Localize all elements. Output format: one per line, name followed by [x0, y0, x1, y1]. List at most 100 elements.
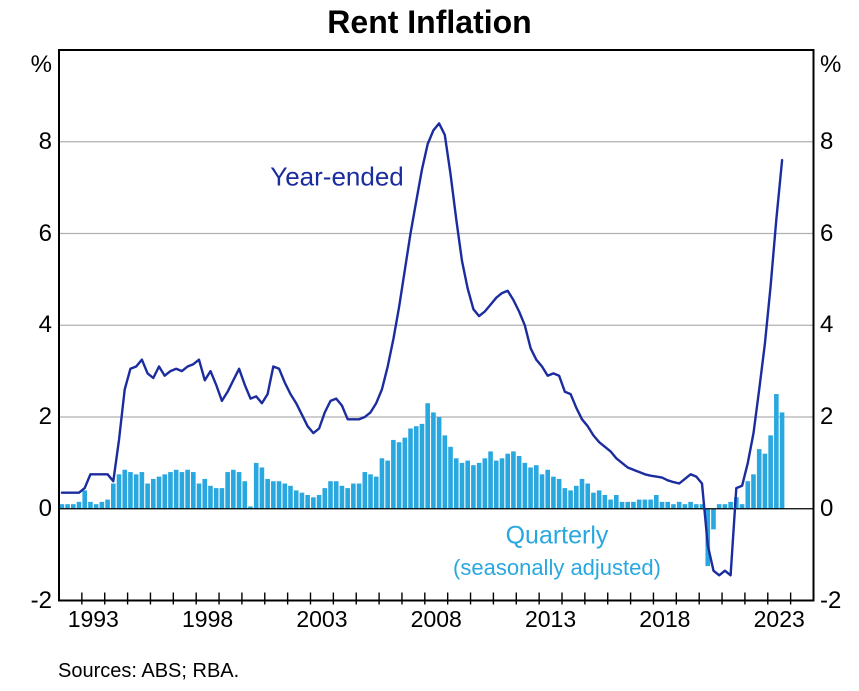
- y-axis-label-left: 6: [38, 219, 52, 247]
- quarterly-bar: [276, 481, 282, 509]
- quarterly-bar: [533, 465, 539, 509]
- quarterly-bar: [173, 469, 179, 509]
- quarterly-bar: [602, 494, 608, 509]
- quarterly-bar: [756, 449, 762, 509]
- quarterly-bar: [70, 504, 76, 509]
- quarterly-bar: [299, 492, 305, 509]
- x-axis-label: 1998: [182, 606, 234, 632]
- y-axis-label-right: -2: [820, 586, 842, 614]
- quarterly-bar: [779, 412, 785, 509]
- quarterly-bar: [305, 494, 310, 509]
- quarterly-bar: [585, 483, 591, 509]
- quarterly-bar: [688, 501, 693, 509]
- quarterly-bar: [654, 494, 659, 509]
- quarterly-bar: [453, 458, 459, 509]
- quarterly-bar: [579, 478, 585, 509]
- quarterly-bar: [282, 483, 288, 509]
- quarterly-bar: [493, 460, 499, 509]
- plot-frame: [58, 49, 815, 602]
- quarterly-bar: [694, 504, 699, 509]
- quarterly-bar: [322, 488, 328, 509]
- y-axis-label-right: 8: [820, 127, 834, 155]
- quarterly-bar: [636, 499, 642, 509]
- quarterly-bar: [208, 485, 213, 509]
- quarterly-bar: [122, 469, 128, 509]
- quarterly-bar: [328, 481, 333, 509]
- quarterly-bar: [259, 467, 265, 509]
- quarterly-bar: [219, 488, 225, 509]
- source-note: Sources: ABS; RBA.: [58, 660, 240, 682]
- quarterly-bar: [774, 394, 779, 509]
- quarterly-bar: [111, 483, 116, 509]
- quarterly-bar: [751, 474, 756, 509]
- quarterly-bar: [448, 446, 453, 509]
- quarterly-bar: [551, 476, 556, 509]
- quarterly-bar: [391, 439, 396, 509]
- x-axis-label: 2018: [639, 606, 691, 632]
- y-axis-label-right: 0: [820, 494, 834, 522]
- quarterly-bar: [196, 483, 202, 509]
- quarterly-bar: [293, 490, 299, 509]
- quarterly-bar: [242, 481, 248, 509]
- quarterly-bar: [288, 485, 293, 509]
- quarterly-bar: [425, 403, 430, 509]
- quarterly-bar: [311, 497, 316, 509]
- quarterly-bar: [253, 462, 259, 509]
- y-axis-label-right: 4: [820, 311, 834, 339]
- quarterly-bar: [93, 504, 99, 509]
- quarterly-bar: [88, 501, 93, 509]
- quarterly-bar: [682, 504, 688, 509]
- quarterly-bar: [271, 481, 276, 509]
- quarterly-bar: [373, 476, 379, 509]
- quarterly-bar: [608, 499, 613, 509]
- quarterly-bar: [316, 494, 322, 509]
- quarterly-bar: [213, 488, 219, 509]
- quarterly-bar: [202, 478, 208, 509]
- quarterly-bar: [562, 488, 568, 509]
- quarterly-bar: [642, 499, 648, 509]
- quarterly-bar: [128, 472, 133, 509]
- quarterly-bar: [151, 478, 156, 509]
- chart-title: Rent Inflation: [327, 4, 532, 40]
- quarterly-bar: [59, 504, 65, 509]
- quarterly-bar: [671, 504, 676, 509]
- y-axis-unit-left: %: [30, 51, 52, 78]
- quarterly-bar: [231, 469, 236, 509]
- quarterly-bar: [413, 426, 419, 509]
- quarterly-bar: [379, 458, 385, 509]
- quarterly-bar: [619, 501, 625, 509]
- quarterly-bar: [162, 474, 168, 509]
- quarterly-bar: [385, 460, 390, 509]
- quarterly-bar: [333, 481, 339, 509]
- y-axis-label-left: -2: [30, 586, 52, 614]
- quarterly-bar: [351, 483, 356, 509]
- quarterly-bar: [105, 499, 110, 509]
- quarterly-bar: [248, 506, 253, 509]
- y-axis-label-left: 0: [38, 494, 52, 522]
- quarterly-bar: [362, 472, 368, 509]
- quarterly-bar: [76, 501, 82, 509]
- x-axis-label: 1993: [67, 606, 119, 632]
- quarterly-bar: [65, 504, 70, 509]
- quarterly-bar: [459, 462, 465, 509]
- quarterly-bar: [625, 501, 631, 509]
- quarterly-bar: [99, 501, 105, 509]
- y-axis-unit-right: %: [820, 51, 842, 78]
- quarterly-bar: [716, 504, 722, 509]
- year-ended-line: [60, 122, 784, 577]
- quarterly-bar: [265, 478, 270, 509]
- quarterly-bar: [665, 501, 671, 509]
- quarterly-bar: [745, 481, 751, 509]
- quarterly-bar: [431, 412, 436, 509]
- quarterly-bar: [711, 508, 716, 530]
- quarterly-bar: [471, 465, 476, 509]
- quarterly-bar: [408, 428, 413, 509]
- quarterly-bar: [116, 474, 122, 509]
- quarterly-bar: [722, 504, 728, 509]
- quarterly-bar: [488, 451, 493, 509]
- quarterly-bar: [133, 474, 139, 509]
- quarterly-bar: [345, 488, 350, 509]
- quarterly-bar: [185, 469, 190, 509]
- y-axis-label-left: 4: [38, 311, 52, 339]
- quarterly-bar: [511, 451, 516, 509]
